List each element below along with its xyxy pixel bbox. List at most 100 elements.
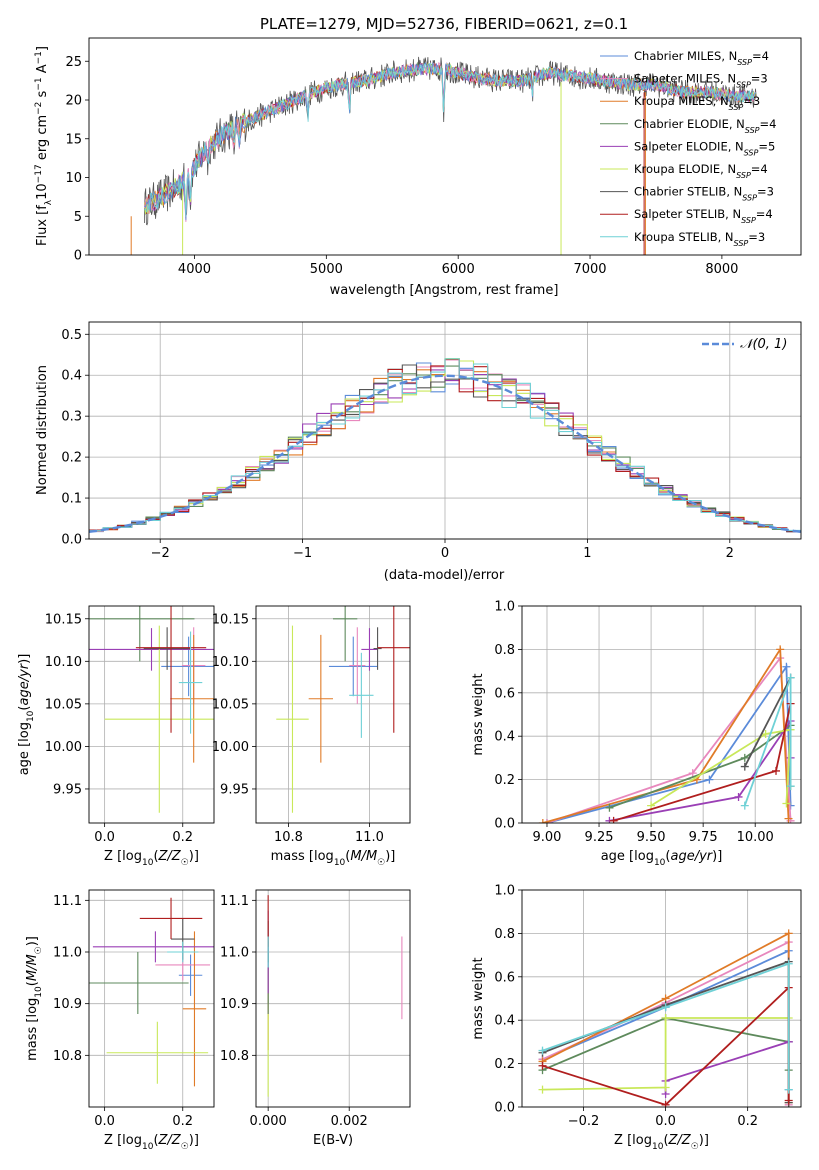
series-kroupa-elodie [538,1014,793,1094]
errorbar-salpeter-stelib [135,606,207,733]
series-marker [740,801,749,810]
y-tick-label: 0.0 [61,533,82,548]
legend-name: Salpeter ELODIE, N [634,139,744,153]
series-marker [661,1083,670,1092]
legend-entry: 𝒩(0, 1) [740,337,787,352]
label-part: )] [189,849,199,864]
x-tick-label: 4000 [178,262,211,277]
series-marker [772,766,781,775]
legend-n: =4 [760,117,777,131]
axes-frame [521,605,802,824]
label-part: ☉ [181,1142,189,1152]
legend-n: =4 [751,162,768,176]
series-marker [786,673,795,682]
y-tick-label: 11.1 [53,894,82,909]
y-tick-label: 0.0 [494,1101,515,1116]
series-marker [705,775,714,784]
y-tick-label: 10.8 [53,1049,82,1064]
legend-entry: Kroupa MILES, NSSP=3 [634,94,760,112]
label-part: −17 [34,164,44,183]
y-tick-label: 20 [65,94,82,109]
series-marker [688,769,697,778]
y-axis-label: age [log10(age/yr)] [17,654,36,776]
errorbar-salpeter-elodie [361,628,378,671]
label-part: Z [log [614,1133,652,1148]
series-marker [661,1003,670,1012]
label-part: age/yr [670,849,713,864]
label-part: −2 [34,102,44,115]
label-part: Z/Z [158,849,182,864]
legend-entry: Salpeter MILES, NSSP=3 [634,72,768,90]
errorbar-salpeter-elodie [89,628,214,671]
x-tick-label: 0.0 [94,830,115,845]
legend-sub: SSP [736,171,751,180]
x-tick-label: 0.000 [250,1114,287,1129]
y-tick-label: 11.0 [220,946,249,961]
label-part: age/yr [17,662,32,705]
label-part: Flux [f [35,205,50,246]
y-tick-label: 9.95 [53,782,82,797]
legend-sub: SSP [734,238,749,247]
x-tick-label: 10.8 [274,830,303,845]
x-tick-label: 5000 [310,262,343,277]
label-part: 10 [142,858,154,868]
label-part: age [log [17,722,32,775]
legend-entry: Salpeter STELIB, NSSP=4 [634,207,773,225]
label-part: 10 [34,986,44,998]
label-part: ☉ [691,1142,699,1152]
label-part: E(B-V) [313,1133,353,1148]
series-marker [784,814,793,823]
y-axis-label: mass weight [471,957,486,1039]
legend-sub: SSP [737,58,752,67]
errorbar-chabrier-elodie [89,606,195,662]
legend-sub: SSP [744,148,759,157]
y-tick-label: 10.05 [45,697,82,712]
series-marker [784,1085,793,1094]
legend-n: =4 [756,207,773,221]
errorbar-chabrier-miles [161,636,214,697]
label-part: ( [17,706,32,711]
series-marker [784,929,793,938]
y-tick-label: 0.2 [61,451,82,466]
legend-n: =3 [743,94,760,108]
y-axis-label: Flux [fλ10−17 erg cm−2 s−1 A−1] [34,46,54,246]
label-part: ☉ [34,946,44,954]
y-tick-label: 0 [74,249,82,264]
x-axis-label: wavelength [Angstrom, rest frame] [330,283,559,298]
label-part: ☉ [181,858,189,868]
y-tick-label: 1.0 [494,884,515,899]
x-tick-label: 0.002 [331,1114,368,1129]
y-tick-label: 10.9 [53,997,82,1012]
series-line [542,962,790,1090]
label-part: ( [153,1133,158,1148]
label-part: Z [log [104,1133,142,1148]
label-part: mass weight [471,673,486,755]
series-marker [782,799,791,808]
label-part: s [35,90,50,101]
label-part: M/M [350,849,377,864]
label-part: ( [665,849,670,864]
y-tick-label: 0.4 [494,730,515,745]
figure-title: PLATE=1279, MJD=52736, FIBERID=0621, z=0… [260,15,628,33]
y-tick-label: 10.9 [220,997,249,1012]
y-tick-label: 10.00 [45,740,82,755]
label-part: 10 [652,1142,664,1152]
y-axis-label: mass weight [471,673,486,755]
x-tick-label: 0.2 [172,1114,193,1129]
series-line [542,1017,789,1091]
label-part: )] [699,1133,709,1148]
plot-area [89,897,214,1087]
y-tick-label: 10.8 [220,1049,249,1064]
errorbar-chabrier-elodie [89,952,189,1014]
errorbar-salpeter-stelib [139,897,203,940]
series-salpeter-stelib [609,699,795,823]
series-marker [538,819,547,823]
label-part: )] [385,849,395,864]
errorbar-chabrier-miles [328,636,378,697]
errorbar-chabrier-elodie [333,606,358,662]
x-tick-label: 7000 [573,262,606,277]
y-tick-label: 0.4 [494,1014,515,1029]
x-tick-label: 9.00 [533,830,562,845]
